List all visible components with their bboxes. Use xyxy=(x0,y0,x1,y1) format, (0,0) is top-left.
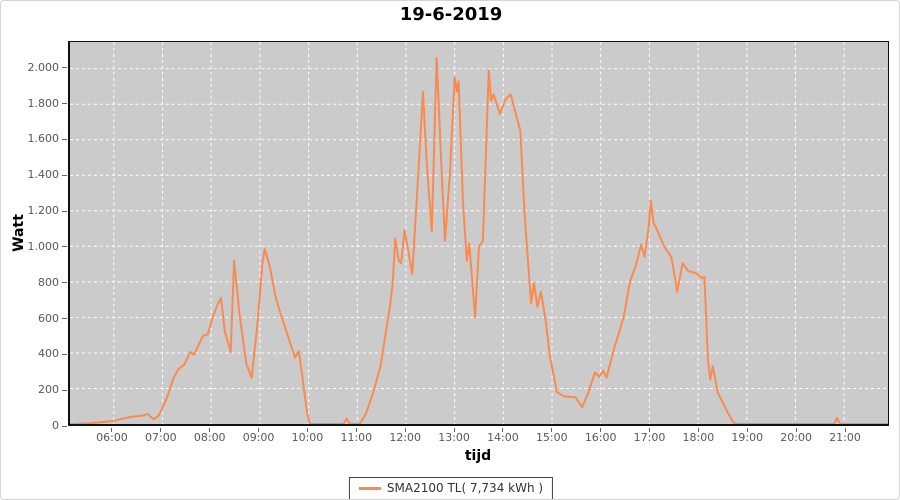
x-tick-mark xyxy=(551,428,553,432)
chart-title: 19-6-2019 xyxy=(399,4,503,25)
y-tick-label: 1.200 xyxy=(27,204,60,218)
y-tick-label: 400 xyxy=(38,347,59,361)
y-tick-label: 1.600 xyxy=(27,132,60,146)
y-tick-mark xyxy=(62,210,67,212)
x-tick-mark xyxy=(746,428,748,432)
y-tick-mark xyxy=(62,174,67,176)
y-tick-label: 2.000 xyxy=(27,60,60,74)
x-tick-mark xyxy=(453,428,455,432)
x-tick-mark xyxy=(649,428,651,432)
x-tick-label: 07:00 xyxy=(144,431,177,444)
x-tick-label: 13:00 xyxy=(438,431,470,444)
y-tick-label: 1.800 xyxy=(27,96,60,110)
y-tick-label: 600 xyxy=(38,311,59,325)
y-tick-mark xyxy=(62,103,67,105)
x-tick-label: 12:00 xyxy=(389,431,422,444)
x-tick-label: 11:00 xyxy=(340,431,373,444)
x-tick-mark xyxy=(306,428,308,432)
series-line xyxy=(70,56,888,424)
y-tick-label: 0 xyxy=(52,419,59,432)
x-tick-mark xyxy=(160,428,162,432)
x-tick-mark xyxy=(355,428,357,432)
x-tick-label: 18:00 xyxy=(682,431,715,444)
x-tick-mark xyxy=(209,428,211,432)
x-tick-label: 21:00 xyxy=(829,431,861,444)
legend-line-swatch-icon xyxy=(358,486,381,490)
y-tick-mark xyxy=(62,246,67,248)
legend-series-label: SMA2100 TL( 7,734 kWh ) xyxy=(386,481,544,495)
x-tick-label: 10:00 xyxy=(291,431,324,444)
plot-area xyxy=(68,41,889,426)
x-tick-mark xyxy=(111,428,113,432)
y-tick-mark xyxy=(62,318,67,320)
x-tick-mark xyxy=(258,428,260,432)
x-tick-mark xyxy=(502,428,504,432)
x-tick-label: 14:00 xyxy=(487,431,519,444)
legend-box: SMA2100 TL( 7,734 kWh ) xyxy=(348,477,554,499)
y-tick-label: 1.400 xyxy=(27,168,60,182)
y-tick-mark xyxy=(62,353,67,355)
x-tick-label: 09:00 xyxy=(242,431,275,444)
x-tick-label: 06:00 xyxy=(96,431,128,444)
x-tick-label: 19:00 xyxy=(731,431,764,444)
y-tick-mark xyxy=(62,425,67,427)
y-tick-label: 800 xyxy=(38,275,59,289)
x-tick-label: 16:00 xyxy=(584,431,617,444)
x-tick-mark xyxy=(844,428,846,432)
y-tick-mark xyxy=(62,282,67,284)
x-axis-title: tijd xyxy=(464,448,492,464)
plot-svg xyxy=(70,42,888,424)
y-tick-mark xyxy=(62,389,67,391)
x-tick-mark xyxy=(600,428,602,432)
x-tick-mark xyxy=(795,428,797,432)
y-tick-mark xyxy=(62,67,67,69)
x-tick-mark xyxy=(404,428,406,432)
x-tick-label: 08:00 xyxy=(193,431,226,444)
y-tick-mark xyxy=(62,138,67,140)
y-tick-label: 200 xyxy=(38,383,59,397)
x-tick-label: 17:00 xyxy=(633,431,666,444)
x-tick-label: 15:00 xyxy=(535,431,568,444)
x-tick-mark xyxy=(697,428,699,432)
y-tick-label: 1.000 xyxy=(27,239,60,253)
x-tick-label: 20:00 xyxy=(780,431,812,444)
